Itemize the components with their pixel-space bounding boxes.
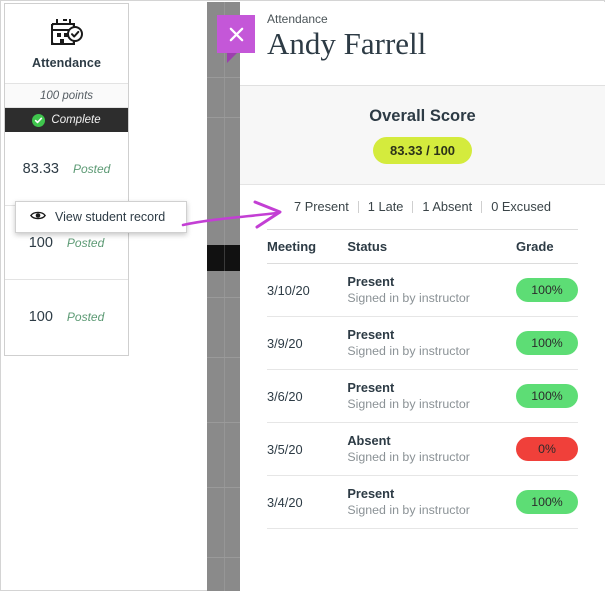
grade-value: 100 [28,309,53,325]
grade-state: Posted [72,161,111,176]
check-circle-icon [32,113,46,127]
overlay-selected-cell-divider [224,245,225,271]
table-header-row: Meeting Status Grade [267,229,578,264]
gradebook-row[interactable]: 100 Posted [5,206,128,280]
overall-score-pill: 83.33 / 100 [372,136,473,164]
grade-pill: 100% [516,278,578,302]
cell-grade: 100% [516,316,578,370]
cell-grade: 100% [516,369,578,423]
student-name: Andy Farrell [267,26,427,61]
grade-pill: 100% [516,384,578,408]
status-label: Present [347,327,395,342]
cell-grade: 100% [516,263,578,317]
cell-meeting: 3/9/20 [267,316,348,370]
tooltip-label: View student record [55,210,166,224]
overlay-row-divider [207,77,240,78]
grade-pill: 100% [516,331,578,355]
table-row[interactable]: 3/6/20 Present Signed in by instructor 1… [267,369,578,423]
status-label: Present [347,274,395,289]
grade-state: Posted [66,235,105,250]
status-detail: Signed in by instructor [347,344,470,359]
gradebook-assignment-card: Attendance 100 points Complete 83.33 Pos… [4,3,129,356]
overlay-row-divider [207,357,240,358]
tally-present: 7 Present [285,200,359,214]
table-row[interactable]: 3/9/20 Present Signed in by instructor 1… [267,316,578,370]
tray-header: Attendance Andy Farrell [240,2,605,86]
eye-icon [30,208,46,226]
assignment-points: 100 points [5,84,128,108]
assignment-header: Attendance [5,4,128,84]
grade-pill: 0% [516,437,578,461]
table-row[interactable]: 3/4/20 Present Signed in by instructor 1… [267,475,578,529]
overlay-selected-cell [207,245,240,271]
cell-status: Present Signed in by instructor [347,369,516,423]
assignment-name: Attendance [31,56,102,70]
assignment-status-bar: Complete [5,108,128,132]
close-tab-tail [227,53,237,63]
tray-eyebrow: Attendance [267,12,328,26]
attendance-tallies: 7 Present 1 Late 1 Absent 0 Excused [240,185,605,229]
overlay-column-divider [224,2,225,591]
column-header-grade: Grade [516,229,578,264]
tally-excused: 0 Excused [491,198,551,214]
tally-late: 1 Late [359,200,414,214]
grade-value: 83.33 [22,160,59,177]
grade-value: 100 [28,234,53,251]
cell-meeting: 3/6/20 [267,369,348,423]
gradebook-row[interactable]: 100 Posted [5,280,128,354]
cell-status: Present Signed in by instructor [347,263,516,317]
grade-pill: 100% [516,490,578,514]
cell-grade: 0% [516,422,578,476]
status-label: Present [347,486,395,501]
overlay-row-divider [207,117,240,118]
cell-meeting: 3/10/20 [267,263,348,317]
status-detail: Signed in by instructor [347,503,470,518]
cell-status: Absent Signed in by instructor [347,422,516,476]
status-label: Absent [347,433,391,448]
view-student-record-tooltip[interactable]: View student record [15,201,187,233]
calendar-check-icon [48,17,86,51]
overlay-row-divider [207,487,240,488]
gradebook-row[interactable]: 83.33 Posted [5,132,128,206]
close-icon [217,15,255,53]
cell-grade: 100% [516,475,578,529]
status-detail: Signed in by instructor [347,397,470,412]
student-record-tray: Attendance Andy Farrell Overall Score 83… [240,2,605,591]
cell-status: Present Signed in by instructor [347,316,516,370]
status-label: Present [347,380,395,395]
page-dim-overlay [207,2,240,591]
status-detail: Signed in by instructor [347,450,470,465]
cell-meeting: 3/4/20 [267,475,348,529]
overlay-row-divider [207,297,240,298]
grade-state: Posted [66,310,105,324]
overall-score-block: Overall Score 83.33 / 100 [240,86,605,185]
assignment-status-label: Complete [51,114,101,126]
column-header-meeting: Meeting [267,229,348,264]
overlay-row-divider [207,557,240,558]
close-tray-button[interactable] [217,15,257,63]
tally-absent: 1 Absent [413,200,483,214]
status-detail: Signed in by instructor [347,291,470,306]
overall-score-heading: Overall Score [369,106,476,125]
cell-status: Present Signed in by instructor [347,475,516,529]
overlay-row-divider [207,422,240,423]
table-row[interactable]: 3/10/20 Present Signed in by instructor … [267,263,578,317]
attendance-table: Meeting Status Grade 3/10/20 Present Sig… [267,229,578,529]
column-header-status: Status [347,229,516,264]
table-row[interactable]: 3/5/20 Absent Signed in by instructor 0% [267,422,578,476]
cell-meeting: 3/5/20 [267,422,348,476]
